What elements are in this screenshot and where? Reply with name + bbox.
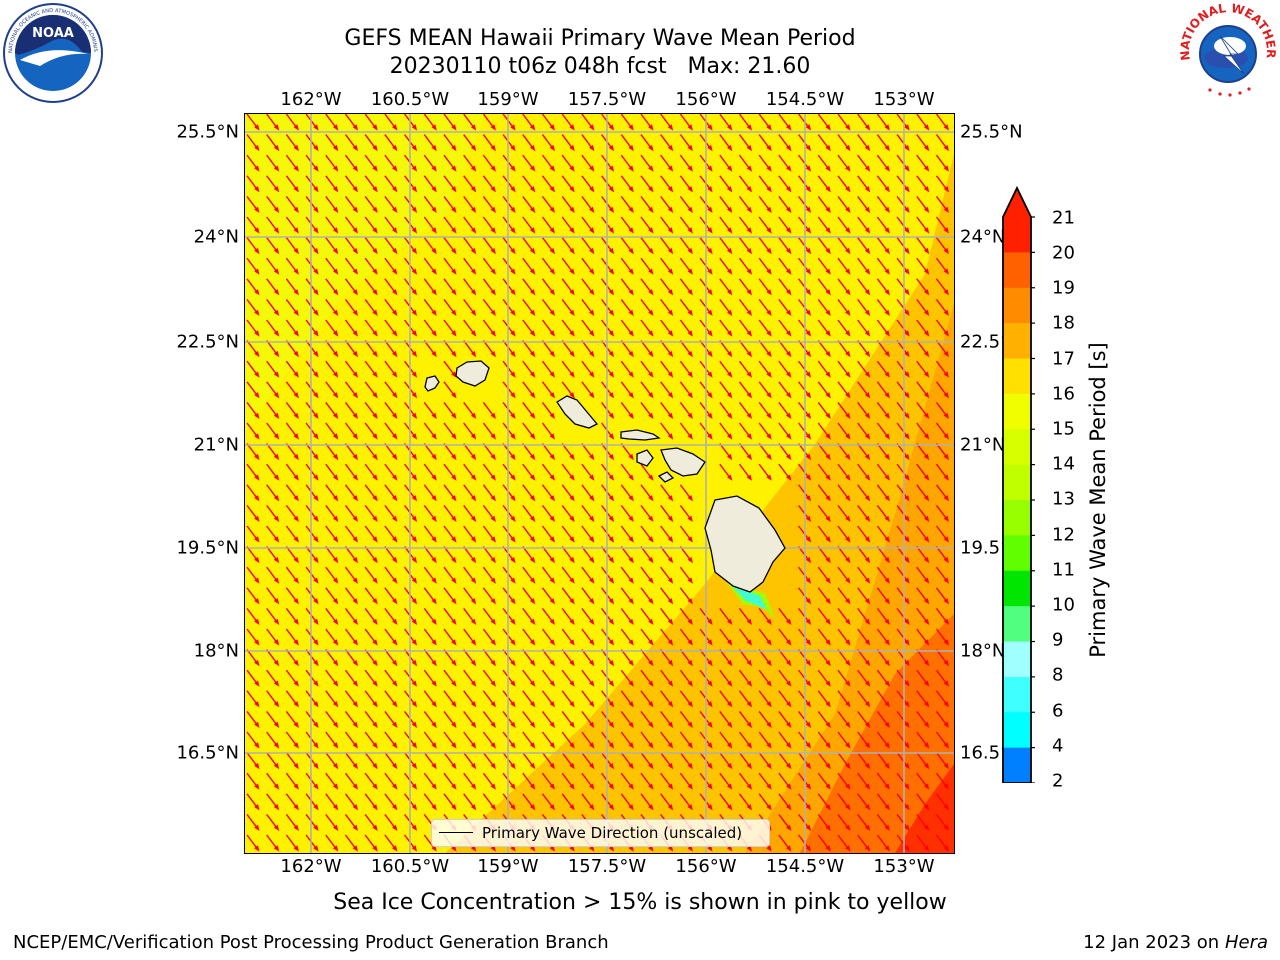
colorbar-segment [1003,393,1031,430]
period-band-17-18 [445,154,954,853]
lat-tick-left: 21°N [193,434,239,456]
legend-line-swatch [439,832,473,833]
lon-tick-top: 162°W [280,89,342,110]
colorbar-tick: 13 [1052,488,1075,510]
lat-tick-right: 18°N [960,640,1006,662]
lat-tick-left: 18°N [193,640,239,662]
chart-subtitle: 20230110 t06z 048h fcst Max: 21.60 [389,54,811,79]
colorbar-segment [1003,606,1031,643]
colorbar-tick: 19 [1052,277,1075,299]
island-lanai [636,449,654,467]
lon-tick-bottom: 159°W [477,856,539,877]
colorbar-segment [1003,641,1031,678]
colorbar-segment [1003,358,1031,395]
colorbar-tick: 11 [1052,559,1075,581]
lon-tick-bottom: 160.5°W [370,856,450,877]
lat-tick-right: 21°N [960,434,1006,456]
lon-tick-bottom: 156°W [675,856,737,877]
colorbar [995,185,1037,787]
period-band-20-21 [895,764,954,853]
colorbar-segment [1003,323,1031,360]
nws-logo-icon: NATIONAL WEATHER SERVICE [1173,0,1278,106]
colorbar-extend-max [1003,188,1031,217]
lat-tick-left: 22.5°N [176,331,239,353]
lat-tick-right: 25.5°N [960,121,1023,143]
noaa-logo-icon: NOAA NATIONAL OCEANIC AND ATMOSPHERIC AD… [0,0,104,108]
colorbar-segment [1003,712,1031,749]
colorbar-tick: 12 [1052,524,1075,546]
colorbar-tick: 20 [1052,242,1075,264]
footer-left: NCEP/EMC/Verification Post Processing Pr… [13,932,609,953]
colorbar-tick: 9 [1052,629,1064,651]
lon-tick-top: 153°W [873,89,935,110]
lon-tick-top: 159°W [477,89,539,110]
colorbar-segment [1003,570,1031,607]
lon-tick-bottom: 153°W [873,856,935,877]
colorbar-segment [1003,287,1031,324]
lat-tick-left: 24°N [193,226,239,248]
island-maui [660,447,706,477]
footer-host: Hera [1224,932,1268,953]
map-legend: Primary Wave Direction (unscaled) [431,819,770,847]
colorbar-tick: 14 [1052,453,1075,475]
colorbar-tick: 17 [1052,348,1075,370]
hawaiian-islands [424,360,786,593]
lon-tick-top: 157.5°W [567,89,647,110]
colorbar-tick: 2 [1052,770,1064,792]
colorbar-segment [1003,464,1031,501]
island-kahoolawe [657,471,675,483]
lon-tick-top: 160.5°W [370,89,450,110]
lat-tick-right: 24°N [960,226,1006,248]
legend-label: Primary Wave Direction (unscaled) [482,824,743,842]
colorbar-tick: 21 [1052,207,1075,229]
period-band-19-20 [800,614,954,853]
lat-tick-left: 19.5°N [176,537,239,559]
island-oahu [556,395,599,429]
footer-right: 12 Jan 2023 on Hera [1083,932,1268,953]
island-molokai [620,429,661,441]
period-low-patch [730,584,767,610]
sea-ice-note: Sea Ice Concentration > 15% is shown in … [333,890,947,915]
lat-tick-left: 25.5°N [176,121,239,143]
lon-tick-bottom: 162°W [280,856,342,877]
footer-date: 12 Jan 2023 on [1083,932,1225,953]
colorbar-tick: 15 [1052,418,1075,440]
colorbar-tick: 8 [1052,664,1064,686]
colorbar-segment [1003,676,1031,713]
colorbar-segment [1003,500,1031,536]
island-kauai [455,360,490,387]
lon-tick-top: 154.5°W [765,89,845,110]
map-gridlines [245,114,954,853]
svg-text:NOAA: NOAA [32,26,74,41]
colorbar-label: Primary Wave Mean Period [s] [1086,342,1110,658]
island-hawaii [704,495,786,593]
lon-tick-top: 156°W [675,89,737,110]
lat-tick-left: 16.5°N [176,742,239,764]
colorbar-segment [1003,429,1031,466]
period-band-15-16 [245,114,485,434]
colorbar-tick: 6 [1052,700,1064,722]
colorbar-tick: 16 [1052,383,1075,405]
chart-title: GEFS MEAN Hawaii Primary Wave Mean Perio… [344,26,856,51]
colorbar-segment [1003,217,1031,253]
colorbar-segment [1003,252,1031,289]
island-niihau [424,375,440,392]
colorbar-tick: 4 [1052,735,1064,757]
lon-tick-bottom: 154.5°W [765,856,845,877]
map-plot [245,114,954,853]
colorbar-tick: 18 [1052,312,1075,334]
lon-tick-bottom: 157.5°W [567,856,647,877]
colorbar-segment [1003,535,1031,572]
colorbar-segment [1003,747,1031,784]
colorbar-tick: 10 [1052,594,1075,616]
